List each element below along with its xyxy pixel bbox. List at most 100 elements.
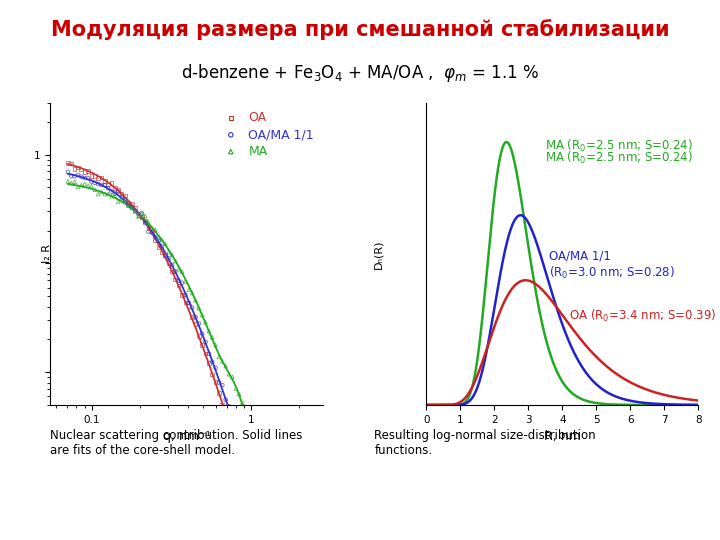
Point xyxy=(159,251,171,260)
Point xyxy=(156,242,168,251)
Point xyxy=(109,184,121,192)
Point xyxy=(186,313,198,321)
Point xyxy=(132,212,144,221)
Text: MA (R$_0$=2.5 nm; S=0.24): MA (R$_0$=2.5 nm; S=0.24) xyxy=(545,150,693,166)
Point xyxy=(62,167,73,176)
Point xyxy=(264,529,275,538)
Point xyxy=(166,267,178,276)
Point xyxy=(207,333,218,342)
Point xyxy=(72,183,84,191)
Point xyxy=(109,192,121,200)
Point xyxy=(89,179,101,187)
Point xyxy=(62,177,73,186)
Point xyxy=(260,535,271,540)
Point xyxy=(199,338,211,346)
Point xyxy=(173,265,184,273)
X-axis label: R, nm: R, nm xyxy=(544,430,580,443)
Point xyxy=(267,516,279,524)
Point xyxy=(146,224,158,232)
Point xyxy=(153,243,164,252)
Point xyxy=(247,493,258,502)
Text: Nuclear scattering contribution. Solid lines
are fits of the core-shell model.: Nuclear scattering contribution. Solid l… xyxy=(50,429,303,457)
Point xyxy=(76,181,87,190)
Point xyxy=(197,341,208,349)
Point xyxy=(193,332,204,341)
Point xyxy=(203,359,215,368)
Point xyxy=(233,451,245,460)
Point xyxy=(243,478,255,487)
Point xyxy=(76,172,87,181)
Point xyxy=(82,167,94,176)
Point xyxy=(169,256,181,265)
Point xyxy=(159,239,171,248)
Point xyxy=(217,357,228,366)
Point xyxy=(143,218,154,227)
Point xyxy=(92,190,104,198)
Point xyxy=(126,204,138,212)
Point xyxy=(227,430,238,439)
Point xyxy=(176,267,188,276)
Point xyxy=(243,427,255,436)
Point xyxy=(106,179,117,187)
Point xyxy=(179,298,191,307)
Point xyxy=(112,187,124,196)
Point xyxy=(220,395,231,404)
Point xyxy=(163,248,174,256)
Point xyxy=(166,261,178,269)
Point xyxy=(122,198,134,207)
Point xyxy=(66,179,77,187)
Point xyxy=(156,248,168,257)
Point xyxy=(150,225,161,234)
Point xyxy=(92,174,104,183)
Point xyxy=(197,329,208,338)
Point xyxy=(120,197,131,206)
Point xyxy=(99,190,111,198)
Point xyxy=(179,291,191,299)
Text: OA (R$_0$=3.4 nm; S=0.39): OA (R$_0$=3.4 nm; S=0.39) xyxy=(569,308,716,324)
Point xyxy=(260,517,271,526)
Point xyxy=(166,250,178,259)
Point xyxy=(120,191,131,200)
Point xyxy=(116,193,127,201)
Point xyxy=(146,228,158,237)
Point xyxy=(217,381,228,389)
Point xyxy=(153,233,164,242)
X-axis label: q, nm⁻¹: q, nm⁻¹ xyxy=(163,430,210,443)
Point xyxy=(257,512,269,521)
Point xyxy=(223,402,235,410)
Point xyxy=(92,180,104,188)
Point xyxy=(199,349,211,358)
Point xyxy=(189,320,201,328)
Point xyxy=(86,177,97,186)
Text: OA/MA 1/1
(R$_0$=3.0 nm; S=0.28): OA/MA 1/1 (R$_0$=3.0 nm; S=0.28) xyxy=(549,249,675,281)
Point xyxy=(82,174,94,183)
Point xyxy=(102,180,114,188)
Point xyxy=(260,487,271,496)
Point xyxy=(274,533,285,540)
Point xyxy=(96,188,107,197)
Point xyxy=(233,390,245,399)
Point xyxy=(163,254,174,263)
Point xyxy=(116,190,127,198)
Point xyxy=(210,363,221,372)
Point xyxy=(210,341,221,349)
Point xyxy=(130,204,141,212)
Point xyxy=(213,353,225,361)
Point xyxy=(199,318,211,327)
Point xyxy=(66,172,77,180)
Point xyxy=(72,163,84,172)
Text: Модуляция размера при смешанной стабилизации: Модуляция размера при смешанной стабилиз… xyxy=(50,19,670,40)
Point xyxy=(183,299,194,307)
Text: d-benzene + Fe$_3$O$_4$ + MA/OA ,  $\varphi_m$ = 1.1 %: d-benzene + Fe$_3$O$_4$ + MA/OA , $\varp… xyxy=(181,62,539,84)
Point xyxy=(62,159,73,167)
Point xyxy=(156,236,168,245)
Text: Dₙ(R): Dₙ(R) xyxy=(373,239,383,268)
Point xyxy=(220,362,231,370)
Point xyxy=(207,370,218,379)
Point xyxy=(146,227,158,235)
Point xyxy=(217,400,228,409)
Point xyxy=(136,213,148,221)
Point xyxy=(230,426,241,435)
Point xyxy=(186,288,198,297)
Point xyxy=(126,199,138,208)
